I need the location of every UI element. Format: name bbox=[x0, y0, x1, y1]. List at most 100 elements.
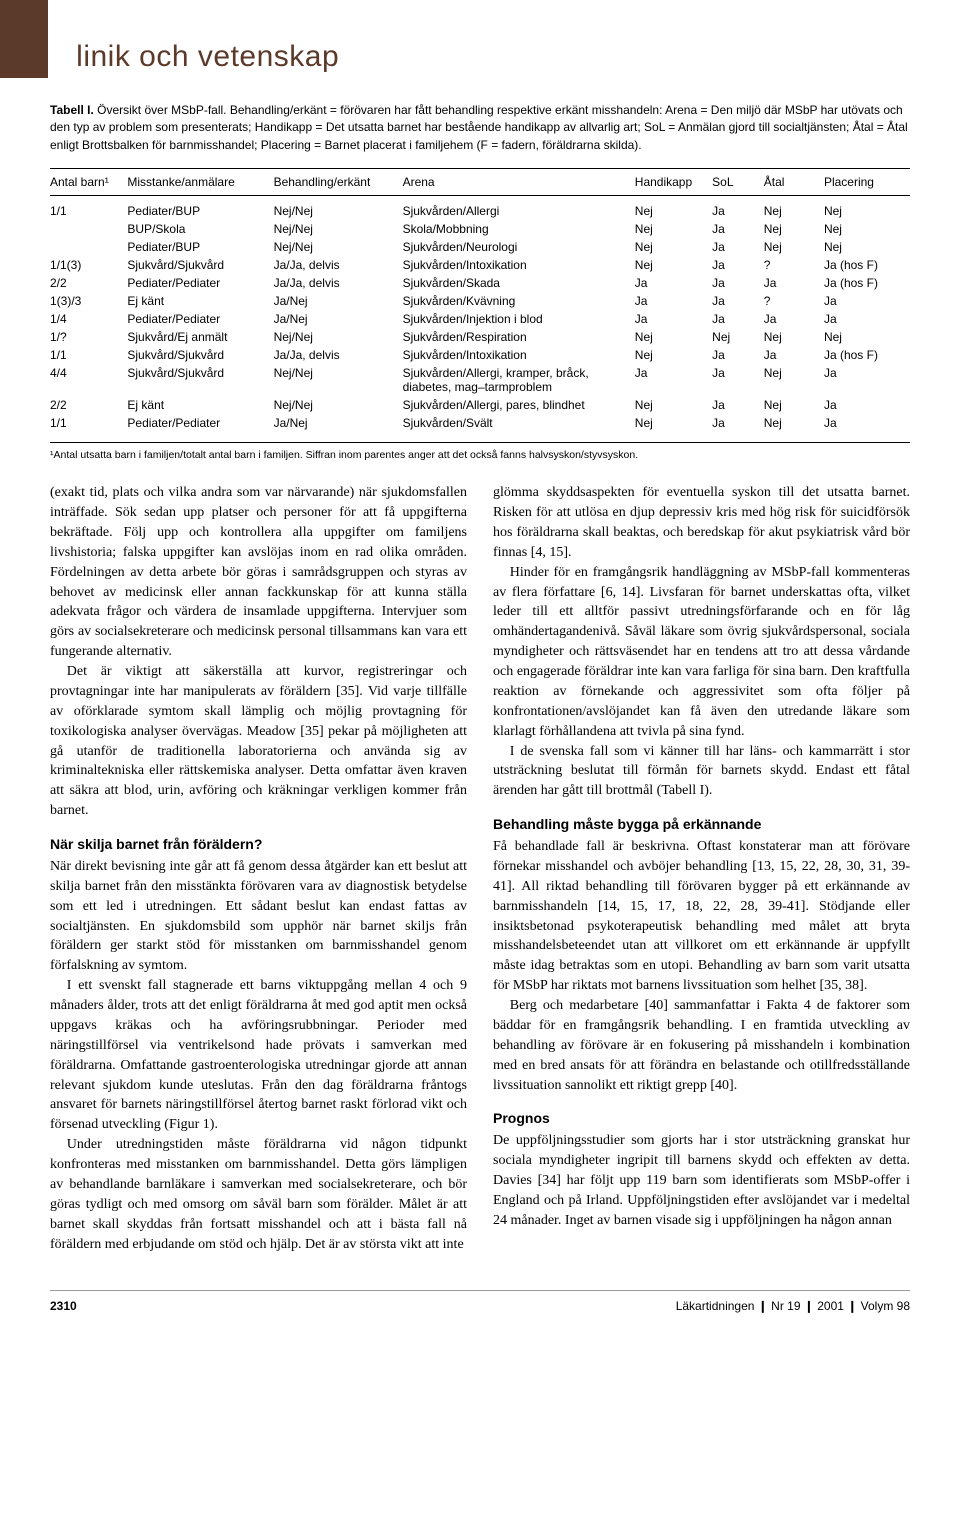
table-cell: Nej bbox=[824, 328, 910, 346]
table-cell: Nej bbox=[635, 346, 712, 364]
section-title: Klinik och vetenskap bbox=[54, 40, 910, 74]
subheading: Behandling måste bygga på erkännande bbox=[493, 815, 910, 835]
table-cell: Nej/Nej bbox=[274, 328, 403, 346]
paragraph: De uppföljningsstudier som gjorts har i … bbox=[493, 1131, 910, 1230]
table-cell: Pediater/BUP bbox=[127, 238, 273, 256]
table-cell: 1/? bbox=[50, 328, 127, 346]
table-cell: Nej/Nej bbox=[274, 196, 403, 221]
table-cell: Ja bbox=[712, 364, 764, 396]
table-cell: Ja bbox=[712, 196, 764, 221]
paragraph: När direkt bevisning inte går att få gen… bbox=[50, 857, 467, 976]
table-rule bbox=[50, 442, 910, 443]
table-cell: Ja bbox=[712, 310, 764, 328]
paragraph: (exakt tid, plats och vilka andra som va… bbox=[50, 483, 467, 662]
table-label: Tabell I. bbox=[50, 103, 94, 117]
table-cell: Pediater/BUP bbox=[127, 196, 273, 221]
table-cell: Sjukvården/Svält bbox=[403, 414, 635, 438]
table-row: 1/?Sjukvård/Ej anmältNej/NejSjukvården/R… bbox=[50, 328, 910, 346]
table-cell: 2/2 bbox=[50, 396, 127, 414]
table-header-cell: Åtal bbox=[764, 169, 824, 196]
table-cell: Ja bbox=[824, 396, 910, 414]
paragraph: Det är viktigt att säkerställa att kurvo… bbox=[50, 662, 467, 821]
right-column: glömma skyddsaspekten för eventuella sys… bbox=[493, 483, 910, 1254]
table-cell: Sjukvården/Intoxikation bbox=[403, 346, 635, 364]
table-header-cell: Arena bbox=[403, 169, 635, 196]
table-cell: Sjukvården/Allergi, kramper, bråck, diab… bbox=[403, 364, 635, 396]
table-footnote: ¹Antal utsatta barn i familjen/totalt an… bbox=[50, 449, 910, 461]
table-row: 1/1(3)Sjukvård/SjukvårdJa/Ja, delvisSjuk… bbox=[50, 256, 910, 274]
table-cell: Ja/Nej bbox=[274, 310, 403, 328]
table-cell: 1/1 bbox=[50, 196, 127, 221]
table-cell: Nej bbox=[764, 238, 824, 256]
paragraph: glömma skyddsaspekten för eventuella sys… bbox=[493, 483, 910, 563]
table-cell: Sjukvård/Sjukvård bbox=[127, 346, 273, 364]
table-cell: Pediater/Pediater bbox=[127, 274, 273, 292]
table-cell: Ja bbox=[712, 292, 764, 310]
table-cell: Ja bbox=[635, 364, 712, 396]
table-cell: Nej bbox=[635, 196, 712, 221]
table-cell: 4/4 bbox=[50, 364, 127, 396]
paragraph: I ett svenskt fall stagnerade ett barns … bbox=[50, 976, 467, 1135]
table-cell: Ja/Ja, delvis bbox=[274, 256, 403, 274]
table-row: 1/1Pediater/PediaterJa/NejSjukvården/Svä… bbox=[50, 414, 910, 438]
table-cell: Sjukvården/Allergi bbox=[403, 196, 635, 221]
table-row: 1/1Sjukvård/SjukvårdJa/Ja, delvisSjukvår… bbox=[50, 346, 910, 364]
table-cell: 1(3)/3 bbox=[50, 292, 127, 310]
table-cell: 1/4 bbox=[50, 310, 127, 328]
table-cell: 1/1 bbox=[50, 346, 127, 364]
table-cell: Ja bbox=[764, 310, 824, 328]
table-cell: Sjukvård/Sjukvård bbox=[127, 364, 273, 396]
table-cell: Nej bbox=[764, 328, 824, 346]
table-cell: Nej bbox=[764, 396, 824, 414]
paragraph: Under utredningstiden måste föräldrarna … bbox=[50, 1135, 467, 1254]
table-cell: ? bbox=[764, 256, 824, 274]
table-header-cell: Misstanke/anmälare bbox=[127, 169, 273, 196]
page-footer: 2310 Läkartidningen ❙ Nr 19 ❙ 2001 ❙ Vol… bbox=[50, 1290, 910, 1313]
table-caption: Tabell I. Översikt över MSbP-fall. Behan… bbox=[50, 102, 910, 154]
table-cell: Sjukvården/Respiration bbox=[403, 328, 635, 346]
table-cell bbox=[50, 220, 127, 238]
table-cell: 2/2 bbox=[50, 274, 127, 292]
table-cell: Ja bbox=[635, 274, 712, 292]
table-cell: Ja/Ja, delvis bbox=[274, 274, 403, 292]
table-row: 4/4Sjukvård/SjukvårdNej/NejSjukvården/Al… bbox=[50, 364, 910, 396]
table-header-row: Antal barn¹Misstanke/anmälareBehandling/… bbox=[50, 169, 910, 196]
table-cell: Ja bbox=[824, 364, 910, 396]
table-cell: Nej/Nej bbox=[274, 238, 403, 256]
table-cell: Ja (hos F) bbox=[824, 256, 910, 274]
table-cell: Ej känt bbox=[127, 292, 273, 310]
left-column: (exakt tid, plats och vilka andra som va… bbox=[50, 483, 467, 1254]
table-row: 2/2Ej käntNej/NejSjukvården/Allergi, par… bbox=[50, 396, 910, 414]
table-cell: Ja bbox=[824, 310, 910, 328]
table-cell: Nej bbox=[764, 196, 824, 221]
table-cell: Ja bbox=[635, 292, 712, 310]
paragraph: Hinder för en framgångsrik handläggning … bbox=[493, 563, 910, 742]
table-cell: Nej bbox=[635, 328, 712, 346]
table-cell: Ja bbox=[712, 346, 764, 364]
table-row: 1/1Pediater/BUPNej/NejSjukvården/Allergi… bbox=[50, 196, 910, 221]
table-cell: Ja bbox=[824, 292, 910, 310]
table-header-cell: SoL bbox=[712, 169, 764, 196]
title-rest: linik och vetenskap bbox=[76, 40, 339, 73]
page-number: 2310 bbox=[50, 1299, 77, 1313]
table-cell: Sjukvården/Kvävning bbox=[403, 292, 635, 310]
table-cell: Nej bbox=[764, 364, 824, 396]
table-cell: Ja bbox=[712, 238, 764, 256]
table-cell: Nej bbox=[824, 220, 910, 238]
data-table: Antal barn¹Misstanke/anmälareBehandling/… bbox=[50, 168, 910, 438]
table-cell: Nej/Nej bbox=[274, 220, 403, 238]
table-cell: Ja bbox=[764, 274, 824, 292]
table-cell: Nej bbox=[824, 196, 910, 221]
table-cell: Sjukvården/Injektion i blod bbox=[403, 310, 635, 328]
table-header-cell: Behandling/erkänt bbox=[274, 169, 403, 196]
table-cell: Ja bbox=[712, 220, 764, 238]
table-cell: Ja bbox=[764, 346, 824, 364]
table-row: BUP/SkolaNej/NejSkola/MobbningNejJaNejNe… bbox=[50, 220, 910, 238]
table-cell: Ja (hos F) bbox=[824, 346, 910, 364]
table-cell: Nej bbox=[635, 238, 712, 256]
body-columns: (exakt tid, plats och vilka andra som va… bbox=[50, 483, 910, 1254]
table-cell: Ja bbox=[712, 396, 764, 414]
decoration-block bbox=[0, 0, 48, 78]
table-cell: Nej bbox=[764, 220, 824, 238]
table-cell: Ja bbox=[712, 256, 764, 274]
